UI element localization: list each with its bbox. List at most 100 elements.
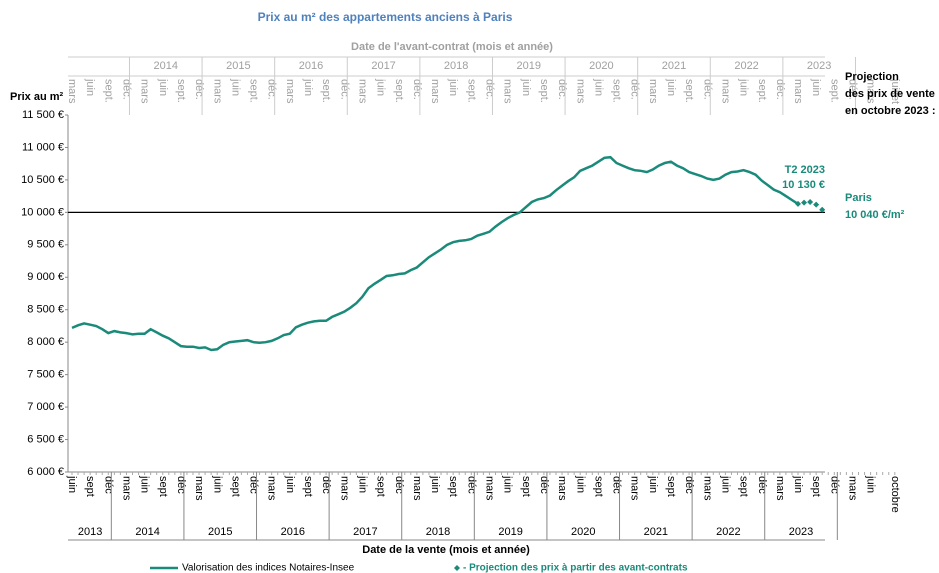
top-tick-label: juin xyxy=(302,78,314,96)
y-tick-label: 10 500 € xyxy=(21,174,64,186)
top-year-label: 2016 xyxy=(299,60,323,72)
y-tick-label: 11 500 € xyxy=(22,109,64,121)
x-tick-label: juin xyxy=(356,475,368,493)
chart-title: Prix au m² des appartements anciens à Pa… xyxy=(258,10,513,24)
projection-note: des prix de vente xyxy=(845,88,935,100)
x-tick-label: juin xyxy=(865,475,877,493)
x-tick-label: déc xyxy=(248,476,260,494)
year-label: 2019 xyxy=(498,526,522,538)
top-tick-label: juin xyxy=(229,78,241,96)
x-tick-label: juin xyxy=(284,475,296,493)
top-tick-label: mars xyxy=(429,79,441,104)
top-tick-label: sept. xyxy=(756,79,768,103)
y-tick-label: 9 500 € xyxy=(27,239,64,251)
top-tick-label: juin xyxy=(157,78,169,96)
top-tick-label: déc. xyxy=(629,79,641,100)
x-tick-label: mars xyxy=(411,476,423,501)
top-tick-label: mars xyxy=(719,79,731,104)
year-label: 2020 xyxy=(571,526,595,538)
top-tick-label: mars xyxy=(139,79,151,104)
projection-point xyxy=(813,201,820,208)
top-tick-label: déc. xyxy=(121,79,133,100)
top-tick-label: sept. xyxy=(538,79,550,103)
top-year-label: 2023 xyxy=(807,60,831,72)
top-tick-label: juin xyxy=(665,78,677,96)
top-tick-label: mars xyxy=(211,79,223,104)
year-label: 2023 xyxy=(789,526,813,538)
x-tick-label: déc xyxy=(175,476,187,494)
x-tick-label: déc xyxy=(828,476,840,494)
top-tick-label: déc. xyxy=(338,79,350,100)
x-tick-label: mars xyxy=(701,476,713,501)
top-year-label: 2015 xyxy=(226,60,250,72)
top-axis-title: Date de l'avant-contrat (mois et année) xyxy=(351,41,553,53)
x-tick-label: juin xyxy=(574,475,586,493)
x-tick-label: déc xyxy=(611,476,623,494)
year-label: 2018 xyxy=(426,526,450,538)
top-tick-label: juin xyxy=(375,78,387,96)
projection-note: Projection xyxy=(845,71,899,83)
top-tick-label: juin xyxy=(810,78,822,96)
top-tick-label: sept. xyxy=(248,79,260,103)
x-tick-label: sept xyxy=(84,476,96,497)
top-tick-label: mars xyxy=(865,79,877,104)
legend-swatch xyxy=(454,565,460,571)
top-tick-label: sept. xyxy=(465,79,477,103)
top-tick-label: juin xyxy=(592,78,604,96)
x-tick-label: juin xyxy=(502,475,514,493)
y-axis-title: Prix au m² xyxy=(10,91,64,103)
x-tick-label: mars xyxy=(556,476,568,501)
top-tick-label: sept. xyxy=(393,79,405,103)
top-tick-label: sept. xyxy=(320,79,332,103)
top-tick-label: sept. xyxy=(683,79,695,103)
x-tick-label: juin xyxy=(139,475,151,493)
top-tick-label: déc. xyxy=(193,79,205,100)
top-tick-label: juillet xyxy=(889,78,901,104)
x-tick-label: juin xyxy=(792,475,804,493)
x-tick-label: déc xyxy=(465,476,477,494)
x-tick-label: sept xyxy=(592,476,604,497)
x-tick-label: juin xyxy=(647,475,659,493)
top-tick-label: mars xyxy=(284,79,296,104)
x-tick-label: octobre xyxy=(889,476,901,513)
year-label: 2022 xyxy=(716,526,740,538)
x-tick-label: déc xyxy=(538,476,550,494)
top-tick-label: juin xyxy=(84,78,96,96)
top-year-label: 2014 xyxy=(154,60,178,72)
year-label: 2013 xyxy=(78,526,102,538)
top-tick-label: déc. xyxy=(701,79,713,100)
top-tick-label: sept. xyxy=(102,79,114,103)
top-tick-label: déc. xyxy=(774,79,786,100)
x-tick-label: déc xyxy=(102,476,114,494)
top-tick-label: sept. xyxy=(611,79,623,103)
y-tick-label: 6 000 € xyxy=(27,466,64,478)
x-tick-label: juin xyxy=(429,475,441,493)
top-tick-label: mars xyxy=(356,79,368,104)
x-tick-label: mars xyxy=(484,476,496,501)
top-tick-label: juin xyxy=(520,78,532,96)
top-tick-label: déc. xyxy=(556,79,568,100)
top-year-label: 2018 xyxy=(444,60,468,72)
projection-point xyxy=(819,206,826,213)
top-year-label: 2017 xyxy=(371,60,395,72)
legend-label: Valorisation des indices Notaires-Insee xyxy=(182,563,355,573)
year-label: 2017 xyxy=(353,526,377,538)
top-tick-label: mars xyxy=(792,79,804,104)
legend-label: - Projection des prix à partir des avant… xyxy=(463,563,688,573)
top-tick-label: mars xyxy=(502,79,514,104)
x-tick-label: sept xyxy=(157,476,169,497)
top-year-label: 2020 xyxy=(589,60,613,72)
y-tick-label: 8 000 € xyxy=(27,336,64,348)
x-tick-label: sept xyxy=(738,476,750,497)
series-line xyxy=(71,155,799,352)
x-tick-label: sept xyxy=(520,476,532,497)
year-label: 2021 xyxy=(644,526,668,538)
x-tick-label: mars xyxy=(847,476,859,501)
x-tick-label: sept xyxy=(302,476,314,497)
top-tick-label: juin xyxy=(447,78,459,96)
top-year-label: 2019 xyxy=(517,60,541,72)
top-tick-label: déc. xyxy=(411,79,423,100)
y-tick-label: 10 000 € xyxy=(21,206,64,218)
paris-note: Paris xyxy=(845,192,872,204)
projection-point xyxy=(807,198,814,205)
